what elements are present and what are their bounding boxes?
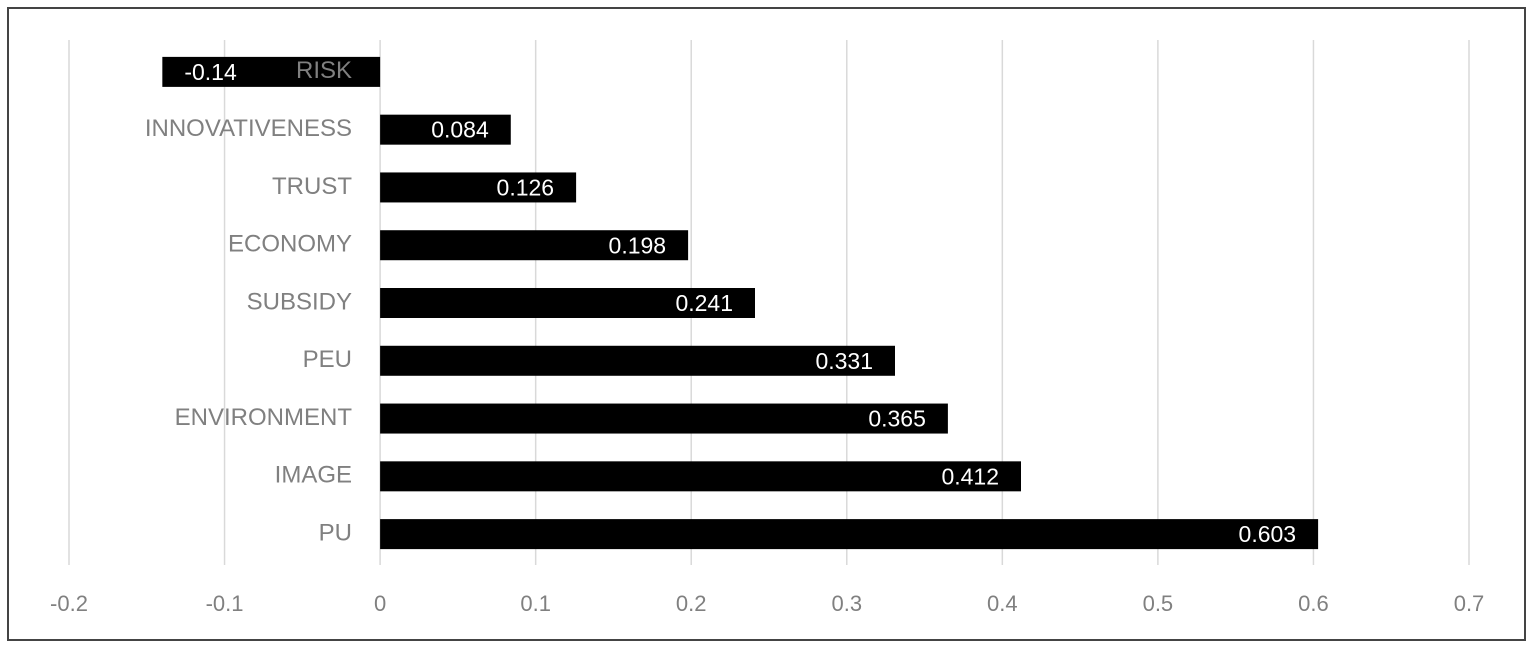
bar	[380, 114, 511, 145]
value-label: 0.412	[941, 463, 999, 489]
value-label: 0.603	[1239, 521, 1297, 547]
y-tick-label: ECONOMY	[228, 231, 352, 258]
y-tick-label: IMAGE	[275, 462, 352, 489]
value-label: 0.198	[609, 232, 667, 258]
x-tick-label: -0.2	[50, 591, 88, 616]
bar	[380, 403, 948, 434]
x-tick-label: 0.3	[831, 591, 862, 616]
x-tick-label: 0.1	[520, 591, 551, 616]
value-label: 0.126	[497, 175, 555, 201]
x-tick-label: 0.6	[1298, 591, 1329, 616]
y-tick-label: TRUST	[272, 173, 352, 200]
value-label: 0.241	[675, 290, 733, 316]
bar	[380, 519, 1319, 550]
bar	[380, 345, 896, 376]
x-tick-label: 0.7	[1454, 591, 1485, 616]
x-tick-label: 0.4	[987, 591, 1018, 616]
bar	[380, 172, 577, 203]
x-tick-label: 0	[374, 591, 386, 616]
y-tick-label: PU	[319, 519, 352, 546]
x-tick-label: 0.5	[1143, 591, 1174, 616]
x-tick-label: -0.1	[206, 591, 244, 616]
bar	[380, 230, 689, 261]
value-label: 0.331	[815, 348, 873, 374]
value-label: 0.084	[431, 117, 489, 143]
y-tick-label: SUBSIDY	[247, 288, 352, 315]
y-tick-label: INNOVATIVENESS	[145, 115, 352, 142]
value-label: -0.14	[184, 59, 237, 85]
y-tick-label: RISK	[296, 57, 352, 84]
bar	[380, 288, 755, 318]
value-label: 0.365	[868, 406, 926, 432]
bar	[162, 56, 381, 87]
y-tick-label: PEU	[303, 346, 352, 373]
x-tick-label: 0.2	[676, 591, 707, 616]
y-tick-label: ENVIRONMENT	[175, 404, 353, 431]
bar	[380, 461, 1022, 492]
